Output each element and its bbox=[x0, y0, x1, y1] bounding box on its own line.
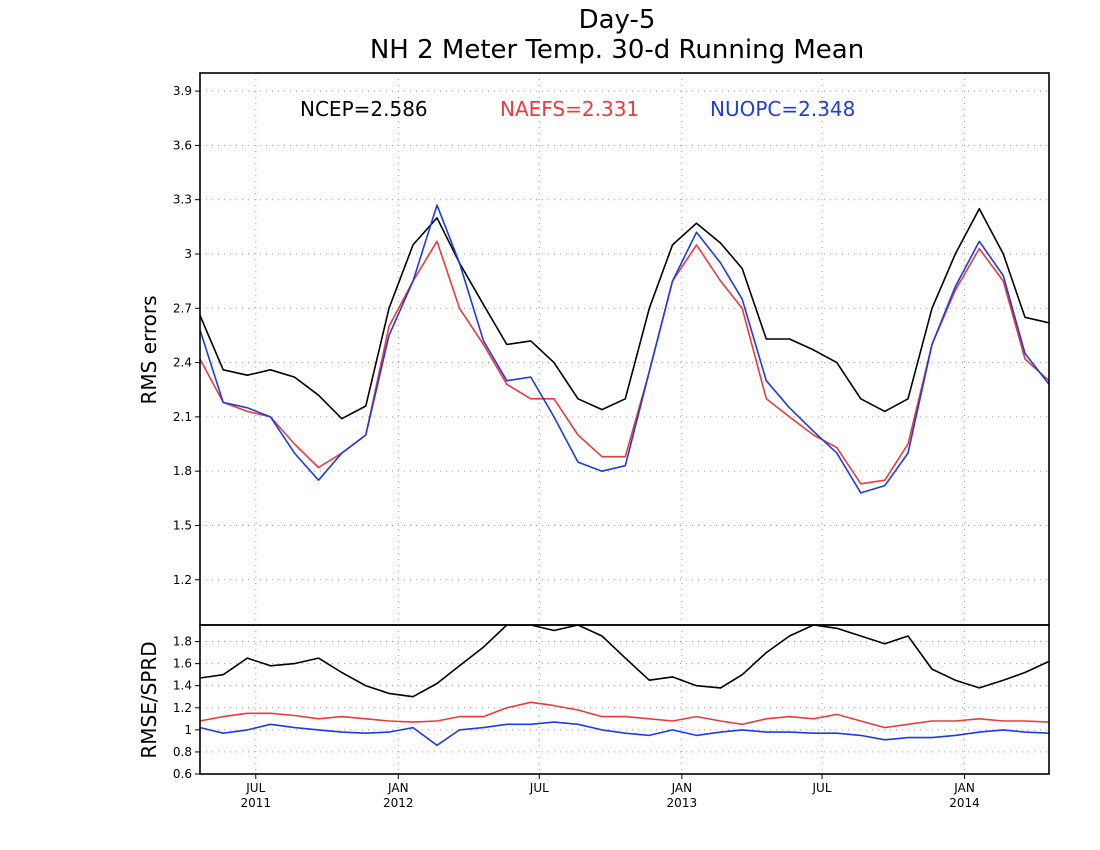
y-tick-label: 1.2 bbox=[173, 573, 192, 587]
series-line-ncep-rms bbox=[200, 207, 1049, 420]
series-line-nuopc-ratio bbox=[200, 721, 1049, 747]
y-tick-label: 1.6 bbox=[173, 657, 192, 671]
top-panel-y-axis-label: RMS errors bbox=[137, 295, 161, 404]
y-tick-label: 2.1 bbox=[173, 410, 192, 424]
y-tick-label: 3.6 bbox=[173, 138, 192, 152]
x-tick-label: JAN bbox=[953, 781, 975, 795]
x-tick-year-label: 2014 bbox=[949, 796, 980, 810]
series-line-nuopc-rms bbox=[200, 204, 1049, 494]
y-tick-label: 3.3 bbox=[173, 193, 192, 207]
x-tick-label: JAN bbox=[387, 781, 409, 795]
bottom-panel-y-axis-label: RMSE/SPRD bbox=[137, 641, 161, 758]
y-tick-label: 2.7 bbox=[173, 301, 192, 315]
x-tick-label: JUL bbox=[812, 781, 832, 795]
series-line-naefs-ratio bbox=[200, 701, 1049, 729]
series-line-ncep-ratio bbox=[200, 625, 1049, 698]
y-tick-label: 1.2 bbox=[173, 701, 192, 715]
chart-title-line2: NH 2 Meter Temp. 30-d Running Mean bbox=[370, 35, 864, 65]
y-tick-label: 1.8 bbox=[173, 635, 192, 649]
x-tick-year-label: 2013 bbox=[667, 796, 698, 810]
y-tick-label: 2.4 bbox=[173, 356, 192, 370]
series-line-naefs-rms bbox=[200, 240, 1049, 485]
x-tick-label: JAN bbox=[671, 781, 693, 795]
chart-title-line1: Day-5 bbox=[579, 5, 656, 35]
y-tick-label: 1.4 bbox=[173, 679, 192, 693]
y-tick-label: 0.8 bbox=[173, 745, 192, 759]
y-tick-label: 1.8 bbox=[173, 464, 192, 478]
x-tick-year-label: 2012 bbox=[383, 796, 414, 810]
y-tick-label: 3 bbox=[184, 247, 192, 261]
x-tick-year-label: 2011 bbox=[241, 796, 272, 810]
y-tick-label: 1 bbox=[184, 723, 192, 737]
x-tick-label: JUL bbox=[529, 781, 549, 795]
legend-naefs: NAEFS=2.331 bbox=[500, 97, 639, 121]
chart-marks: 1.2 1.5 1.8 2.1 2.4 2.7 3 3.3 3.6 3.9 0.6 0.8 1 1.2 1.… bbox=[173, 72, 1050, 810]
y-tick-label: 1.5 bbox=[173, 518, 192, 532]
bottom-panel-frame bbox=[199, 624, 1050, 775]
x-tick-label: JUL bbox=[245, 781, 265, 795]
y-tick-label: 3.9 bbox=[173, 84, 192, 98]
legend-ncep: NCEP=2.586 bbox=[300, 97, 428, 121]
y-tick-label: 0.6 bbox=[173, 767, 192, 781]
legend-nuopc: NUOPC=2.348 bbox=[710, 97, 855, 121]
